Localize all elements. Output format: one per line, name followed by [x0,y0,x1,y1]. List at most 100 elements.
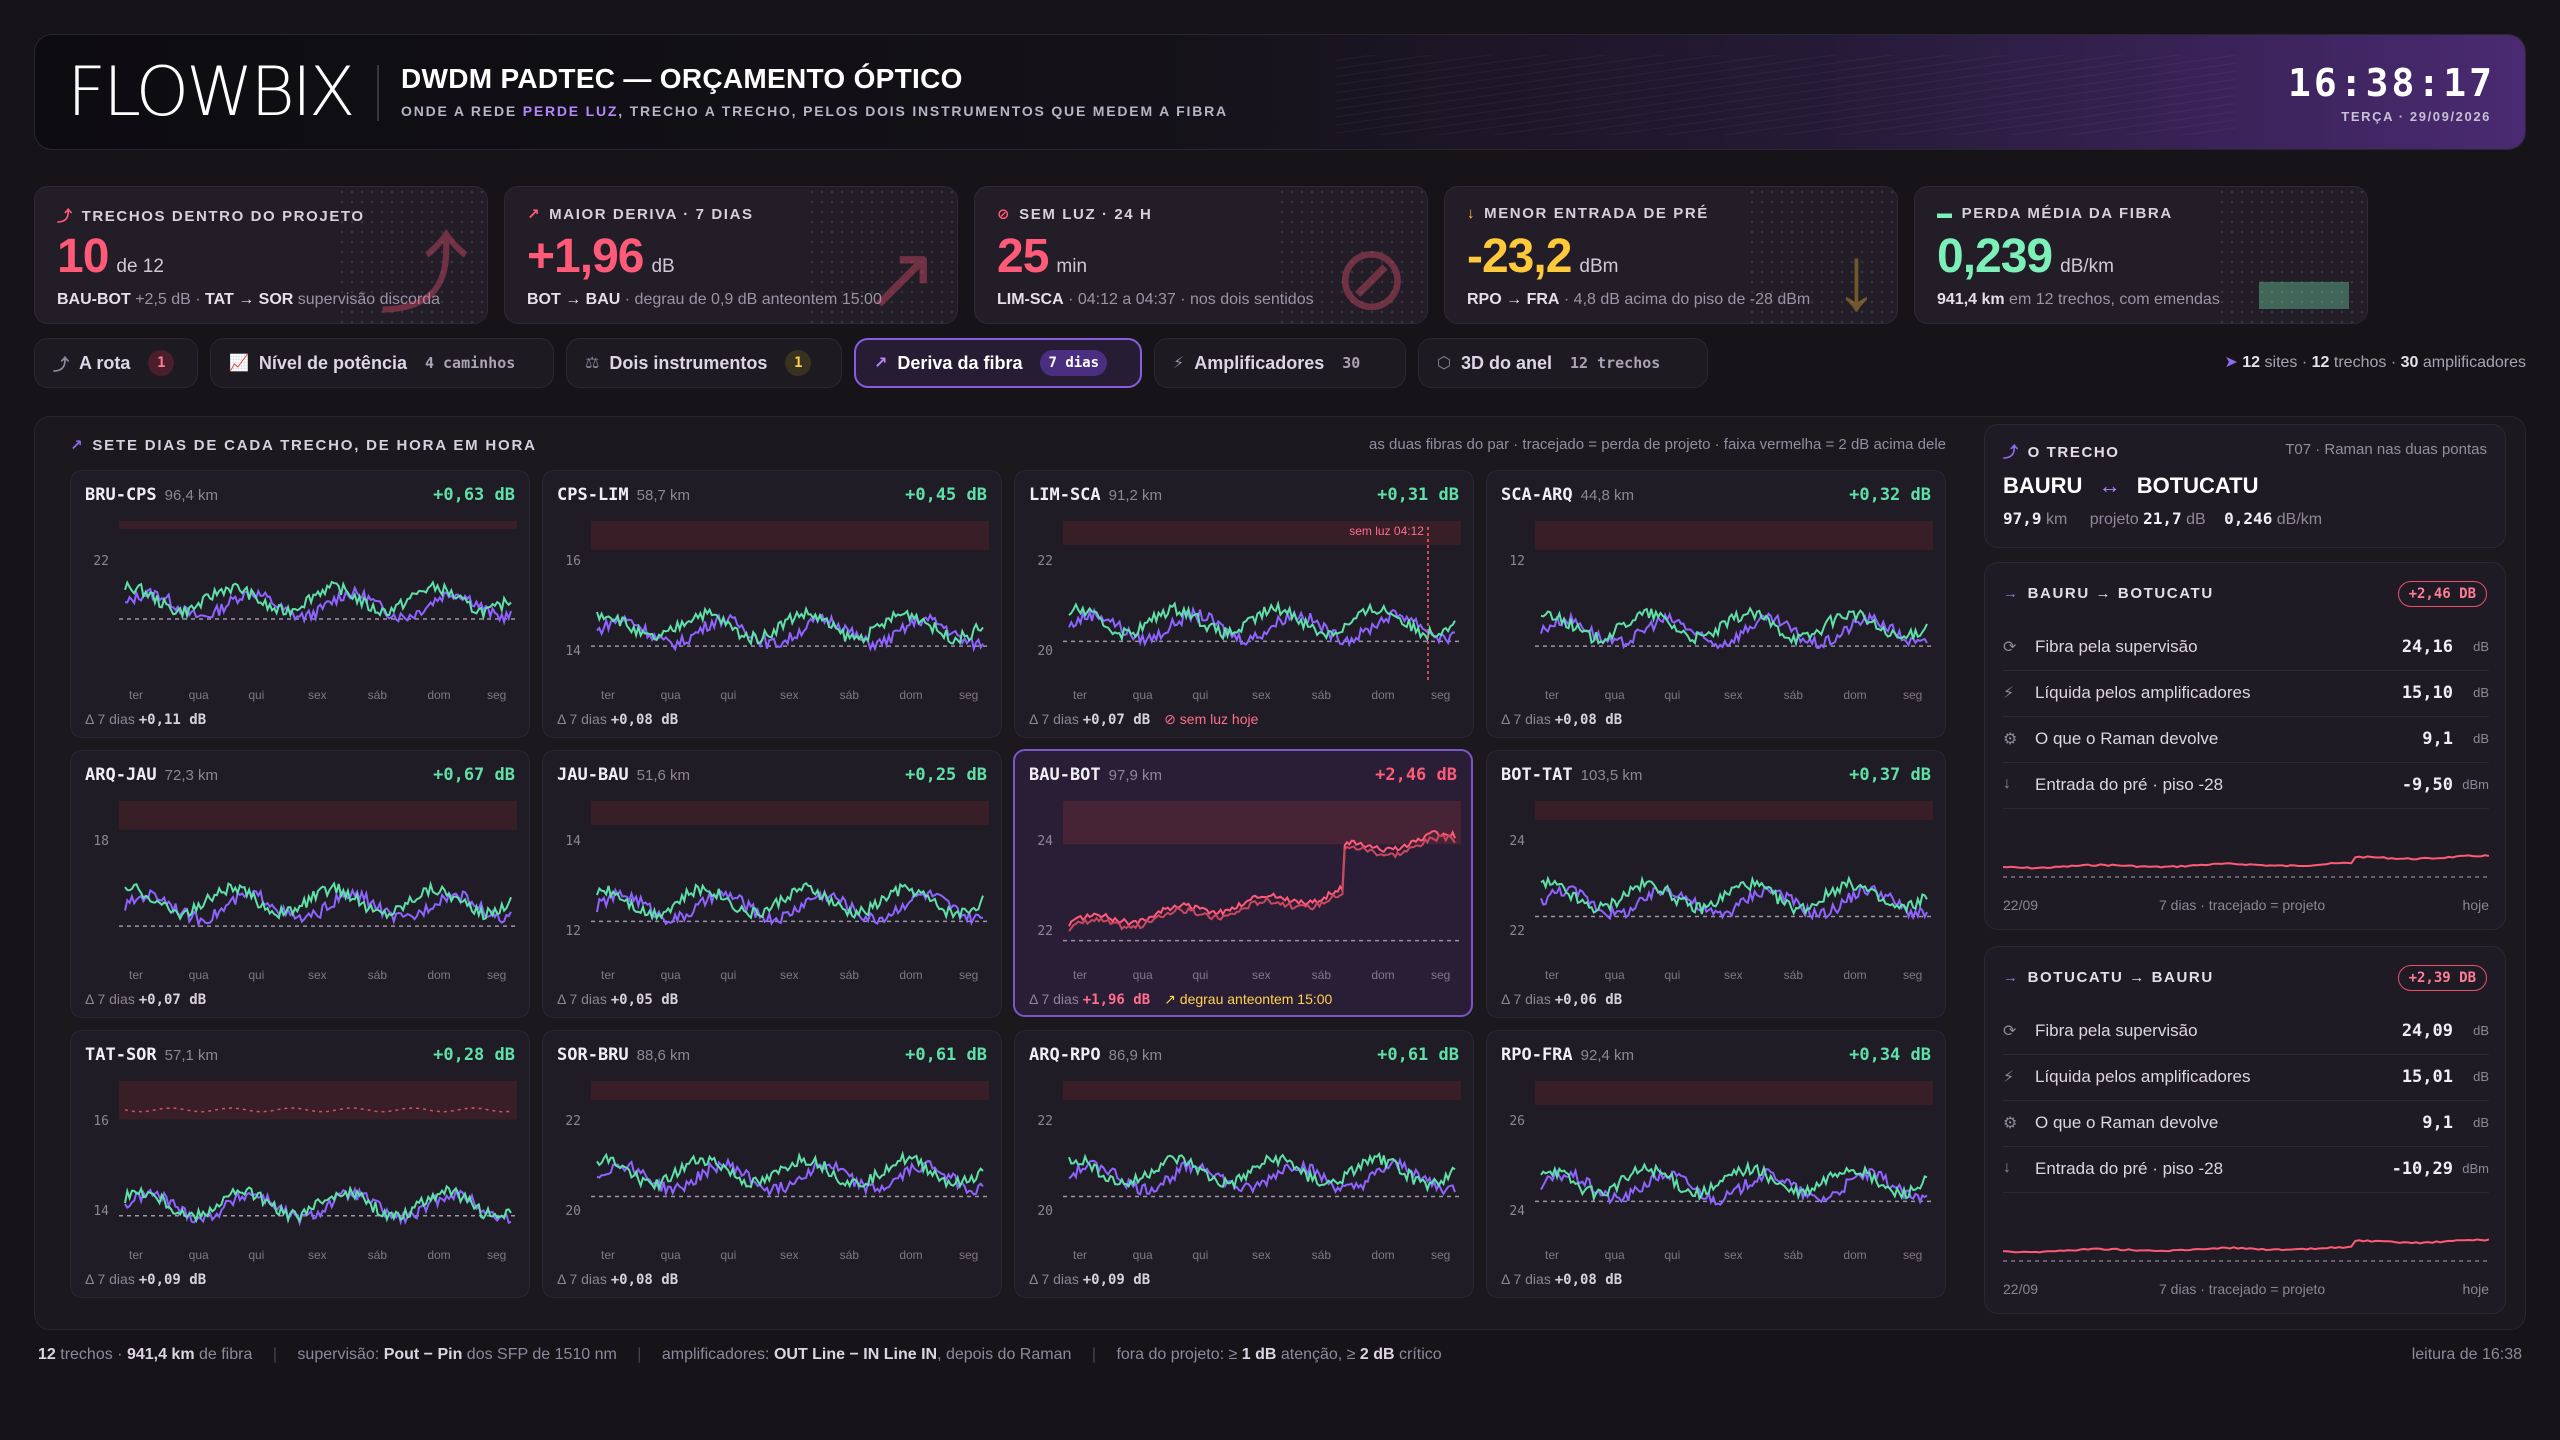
tab-count: 4 caminhos [424,354,516,372]
span-card[interactable]: BRU-CPS 96,4 km +0,63 dB 22 ter qua qui sex sáb d… [70,470,530,738]
x-tick-label: dom [899,1248,922,1262]
span-card[interactable]: ARQ-JAU 72,3 km +0,67 dB 18 ter qua qui sex sáb d… [70,750,530,1018]
bolt-icon: ⚡ [2003,1069,2015,1086]
fiber-series-line [596,882,984,922]
y-tick-label: 22 [565,1114,581,1129]
span-card[interactable]: JAU-BAU 51,6 km +0,25 dB 14 12 ter qua qui sex sá… [542,750,1002,1018]
x-tick-label: ter [1545,1248,1559,1262]
fiber-series-line [1068,834,1456,932]
direction-delta-badge: +2,39 DB [2397,965,2487,991]
x-tick-label: qui [1664,688,1680,702]
kpi-value: 25 min [997,230,1088,283]
metric-row: ⚙ O que o Raman devolve 9,1 dB [2003,717,2489,763]
y-tick-label: 20 [1037,1204,1053,1219]
critical-band [119,801,517,830]
span-card[interactable]: ARQ-RPO 86,9 km +0,61 dB 22 20 ter qua qui sex sá… [1014,1030,1474,1298]
metric-unit: dB [2473,1115,2489,1130]
direction-title: → BAURU → BOTUCATU [2003,585,2214,602]
tab-label: Deriva da fibra [897,352,1023,373]
no-light-icon: ⊘ [997,206,1012,223]
x-tick-label: seg [487,688,506,702]
span-footer: Δ 7 dias +0,09 dB [1029,1271,1151,1288]
metric-value: -10,29 [2391,1159,2453,1179]
tab-count: 30 [1342,354,1361,372]
span-length: 88,6 km [636,1047,691,1064]
span-drift-chart: 12 ter qua qui sex sáb dom seg [1509,521,1933,702]
metric-value: 9,1 [2422,1113,2453,1133]
x-tick-label: qui [1664,968,1680,982]
x-tick-label: seg [1903,688,1922,702]
chart-icon: 📈 [229,355,249,372]
x-tick-label: seg [1903,968,1922,982]
loss-series-line [2003,854,2489,870]
span-card[interactable]: RPO-FRA 92,4 km +0,34 dB 26 24 ter qua qui sex sá… [1486,1030,1946,1298]
span-specs: 97,9 km projeto 21,7 dB 0,246 dB/km [2003,509,2323,528]
x-tick-label: seg [1431,968,1450,982]
x-tick-label: sáb [840,688,860,702]
x-tick-label: seg [1903,1248,1922,1262]
span-delta: +0,31 dB [1377,485,1459,505]
tab-trend-up[interactable]: ↗ Deriva da fibra 7 dias [854,338,1142,388]
x-tick-label: sex [308,968,327,982]
kpi-note: LIM-SCA · 04:12 a 04:37 · nos dois senti… [997,291,1314,308]
x-tick-label: seg [1431,1248,1450,1262]
fiber-series-line [596,1150,984,1193]
x-tick-label: qua [1605,968,1625,982]
x-tick-label: sáb [368,688,388,702]
tab-chart[interactable]: 📈 Nível de potência 4 caminhos [210,338,554,388]
span-card[interactable]: SCA-ARQ 44,8 km +0,32 dB 12 ter qua qui sex sáb d… [1486,470,1946,738]
y-tick-label: 26 [1509,1114,1525,1129]
span-length: 44,8 km [1580,487,1635,504]
x-tick-label: qua [661,1248,681,1262]
metric-row: ⟳ Fibra pela supervisão 24,09 dB [2003,1009,2489,1055]
span-card[interactable]: CPS-LIM 58,7 km +0,45 dB 16 14 ter qua qui sex sá… [542,470,1002,738]
tab-route[interactable]: ⤴ A rota 1 [34,338,198,388]
span-length: 57,1 km [164,1047,219,1064]
kpi-note: RPO → FRA · 4,8 dB acima do piso de -28 … [1467,291,1811,308]
span-name: BAU-BOT 97,9 km [1029,765,1163,785]
x-tick-label: qua [1605,1248,1625,1262]
fiber-series-line [1068,829,1456,927]
tab-label: Nível de potência [258,352,407,373]
span-card[interactable]: TAT-SOR 57,1 km +0,28 dB 16 14 ter qua qui sex sá… [70,1030,530,1298]
header-divider [377,65,379,121]
span-detail-note: T07 · Raman nas duas pontas [2285,441,2487,458]
fiber-series-line [124,880,512,921]
metric-label: Entrada do pré · piso -28 [2035,1159,2224,1178]
span-card[interactable]: LIM-SCA 91,2 km +0,31 dB 22 20 sem luz 04:12 t… [1014,470,1474,738]
y-tick-label: 22 [1037,924,1053,939]
route-icon: ⤴ [57,208,74,225]
gear-icon: ⚙ [2003,731,2018,748]
tab-cube[interactable]: ⬡ 3D do anel 12 trechos [1418,338,1708,388]
app-header: FLOWBIX DWDM PADTEC — ORÇAMENTO ÓPTICO O… [34,34,2526,150]
span-card[interactable]: BAU-BOT 97,9 km +2,46 dB 24 22 ter qua qui sex sá… [1013,749,1473,1017]
kpi-note: BOT → BAU · degrau de 0,9 dB anteontem 1… [527,291,882,308]
span-card[interactable]: SOR-BRU 88,6 km +0,61 dB 22 20 ter qua qui sex sá… [542,1030,1002,1298]
x-tick-label: seg [959,968,978,982]
span-name: LIM-SCA 91,2 km [1029,485,1163,505]
span-card[interactable]: BOT-TAT 103,5 km +0,37 dB 24 22 ter qua qui sex s… [1486,750,1946,1018]
metric-label: Fibra pela supervisão [2035,1021,2198,1040]
signal-icon: ⟳ [2003,639,2017,656]
y-tick-label: 22 [1037,1114,1053,1129]
span-delta: +0,25 dB [905,765,987,785]
critical-band [1063,1081,1461,1101]
network-summary: ➤ 12 sites · 12 trechos · 30 amplificado… [2224,354,2526,371]
route-icon: ⤴ [53,357,70,374]
balance-icon: ⚖ [585,355,600,372]
tab-bolt[interactable]: ⚡ Amplificadores 30 [1154,338,1406,388]
dot-pattern [807,187,957,323]
fiber-series-line [124,585,512,626]
span-footer: Δ 7 dias +0,08 dB [1501,1271,1623,1288]
critical-band [119,1081,517,1120]
span-name: SOR-BRU 88,6 km [557,1045,691,1065]
kpi-label: ⊘ SEM LUZ · 24 H [997,206,1153,223]
kpi-value: 0,239 dB/km [1937,230,2114,283]
x-tick-label: dom [1371,968,1394,982]
clock-date: TERÇA · 29/09/2026 [2341,109,2491,124]
x-tick-label: sex [1252,968,1271,982]
span-name: RPO-FRA 92,4 km [1501,1045,1635,1065]
tab-balance[interactable]: ⚖ Dois instrumentos 1 [566,338,842,388]
x-tick-label: seg [487,968,506,982]
loss-series-line [2003,1238,2489,1254]
